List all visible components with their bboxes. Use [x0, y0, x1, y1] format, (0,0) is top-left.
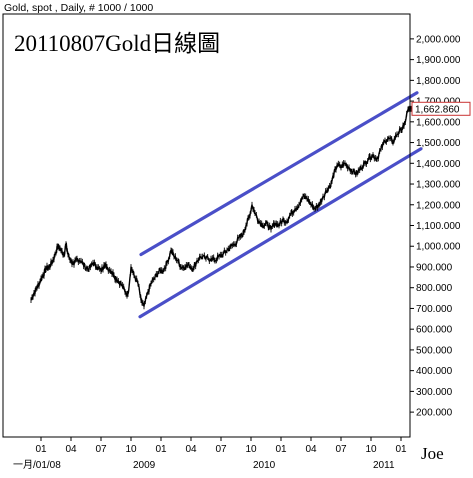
y-tick-label: 1,600.000: [416, 117, 461, 128]
x-tick-label: 04: [65, 444, 77, 455]
y-tick-label: 1,200.000: [416, 200, 461, 211]
x-year-label: 2009: [133, 460, 156, 471]
y-tick-label: 1,400.000: [416, 159, 461, 170]
x-year-label: 2010: [253, 460, 276, 471]
y-tick-label: 600.000: [416, 325, 453, 336]
plot-frame: [2, 13, 411, 438]
y-tick-label: 300.000: [416, 387, 453, 398]
x-tick-label: 01: [35, 444, 47, 455]
x-tick-label: 07: [215, 444, 227, 455]
y-tick-label: 1,100.000: [416, 221, 461, 232]
x-tick-label: 01: [395, 444, 407, 455]
y-tick-label: 2,000.000: [416, 34, 461, 45]
y-tick-label: 500.000: [416, 345, 453, 356]
last-price-box: [411, 101, 471, 116]
x-tick-label: 01: [275, 444, 287, 455]
last-price-label: 1,662.860: [415, 104, 460, 115]
y-tick-label: 1,800.000: [416, 76, 461, 87]
x-year-label: 一月/01/08: [13, 459, 61, 471]
x-tick-label: 04: [305, 444, 317, 455]
chart-header: Gold, spot , Daily, # 1000 / 1000: [4, 2, 153, 14]
x-tick-label: 10: [125, 444, 137, 455]
y-tick-label: 900.000: [416, 262, 453, 273]
y-tick-label: 400.000: [416, 366, 453, 377]
y-tick-label: 700.000: [416, 304, 453, 315]
y-tick-label: 800.000: [416, 283, 453, 294]
axis-layer: 200.000 300.000 400.000 500.000 600.000 700.0…: [13, 34, 471, 471]
channel-line-upper: [139, 91, 419, 257]
chart-title: 20110807Gold日線圖: [14, 31, 220, 56]
plot-area: [30, 91, 423, 319]
x-tick-label: 07: [335, 444, 347, 455]
y-tick-label: 1,300.000: [416, 180, 461, 191]
x-tick-label: 01: [155, 444, 167, 455]
x-tick-label: 10: [365, 444, 377, 455]
x-year-label: 2011: [373, 460, 395, 471]
watermark-text: Joe: [421, 444, 444, 463]
y-tick-label: 1,500.000: [416, 138, 461, 149]
channel-line-lower: [138, 147, 423, 319]
tick-layer: [40, 38, 414, 441]
x-tick-label: 07: [95, 444, 107, 455]
y-tick-label: 200.000: [416, 408, 453, 419]
x-tick-label: 10: [245, 444, 257, 455]
x-tick-label: 04: [185, 444, 197, 455]
y-tick-label: 1,900.000: [416, 55, 461, 66]
y-tick-label: 1,000.000: [416, 242, 461, 253]
